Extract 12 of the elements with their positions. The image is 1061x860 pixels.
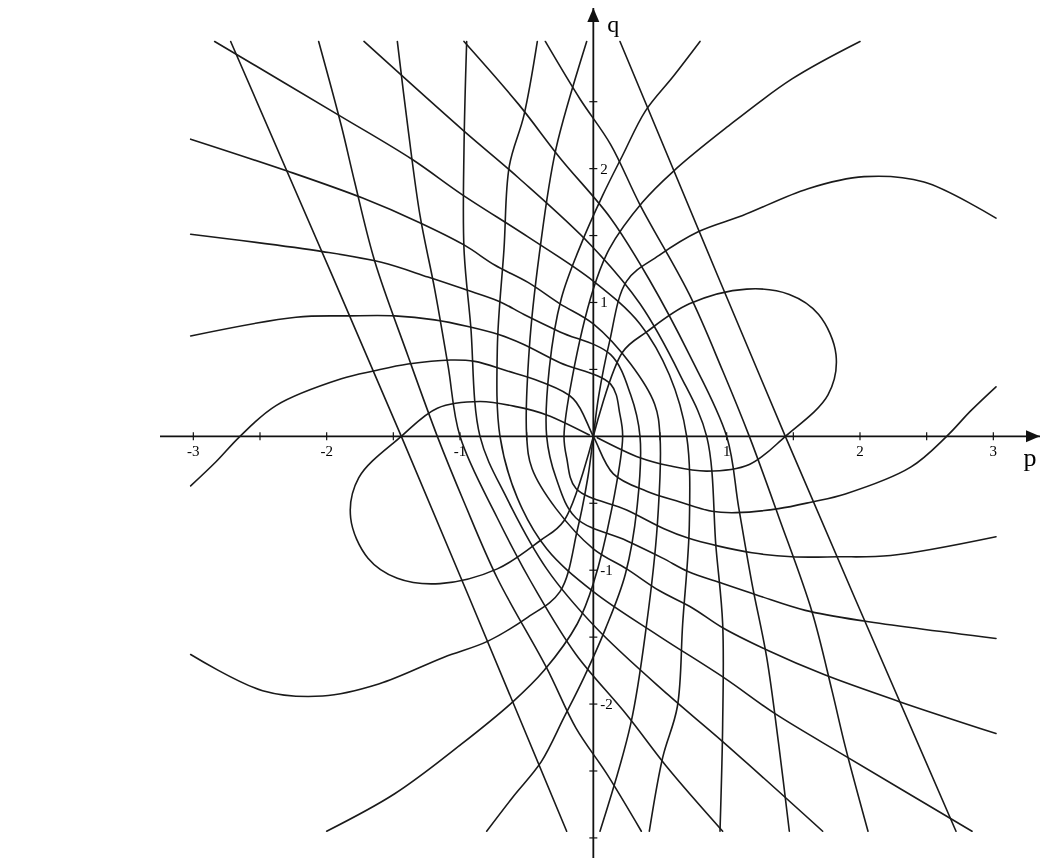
- y-tick-label: -1: [600, 562, 613, 579]
- x-tick-label: 2: [856, 443, 864, 460]
- y-axis-title: q: [607, 11, 620, 37]
- y-tick-label: 1: [600, 294, 608, 311]
- x-tick-label: -3: [187, 443, 200, 460]
- x-tick-label: 3: [989, 443, 998, 460]
- x-tick-label: -2: [320, 443, 333, 460]
- x-tick-label: 1: [722, 443, 731, 460]
- y-tick-label: 2: [600, 160, 608, 177]
- x-tick-label: -1: [453, 443, 467, 460]
- y-tick-label: -2: [600, 696, 613, 713]
- x-axis-title: p: [1023, 443, 1037, 473]
